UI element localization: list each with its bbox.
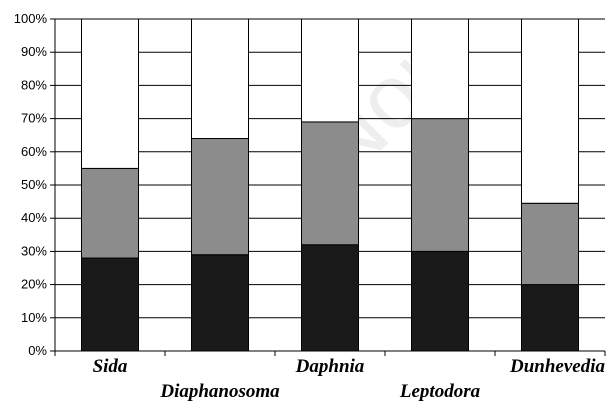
y-axis-tick-labels: 0% 10% 20% 30% 40% 50% 60% 70% 80% 90% 100%: [14, 11, 48, 358]
x-axis-category-labels: Sida Diaphanosoma Daphnia Leptodora Dunheved…: [93, 356, 606, 402]
bar-segment-3: [191, 18, 249, 140]
y-tick-label: 50%: [21, 177, 47, 192]
bar-segment-3: [301, 18, 359, 123]
y-tick-label: 30%: [21, 243, 47, 258]
y-tick-label: 100%: [14, 11, 48, 26]
bar-segment-2: [81, 167, 139, 259]
y-tick-label: 40%: [21, 210, 47, 225]
y-tick-label: 20%: [21, 277, 47, 292]
bar-segment-1: [191, 254, 249, 352]
y-tick-label: 60%: [21, 144, 47, 159]
x-category-label: Leptodora: [399, 381, 481, 402]
bar-segment-1: [411, 250, 469, 352]
y-tick-label: 10%: [21, 310, 47, 325]
x-category-label: Daphnia: [295, 356, 365, 377]
x-category-label: Sida: [93, 356, 128, 377]
bar-segment-1: [81, 257, 139, 352]
y-tick-label: 0%: [28, 343, 47, 358]
x-category-label: Dunhevedia: [509, 356, 606, 377]
bar-segment-3: [521, 18, 579, 204]
bar-segment-2: [411, 118, 469, 252]
y-tick-label: 90%: [21, 44, 47, 59]
bars: [81, 18, 579, 352]
x-category-label: Diaphanosoma: [159, 381, 280, 402]
axes: [50, 18, 606, 356]
y-tick-label: 80%: [21, 77, 47, 92]
bar-segment-3: [411, 18, 469, 120]
bar-segment-3: [81, 18, 139, 169]
bar-segment-2: [521, 202, 579, 286]
y-tick-label: 70%: [21, 111, 47, 126]
bar-segment-2: [191, 138, 249, 256]
bar-segment-1: [301, 244, 359, 352]
bar-segment-2: [301, 121, 359, 246]
bar-segment-1: [521, 284, 579, 352]
